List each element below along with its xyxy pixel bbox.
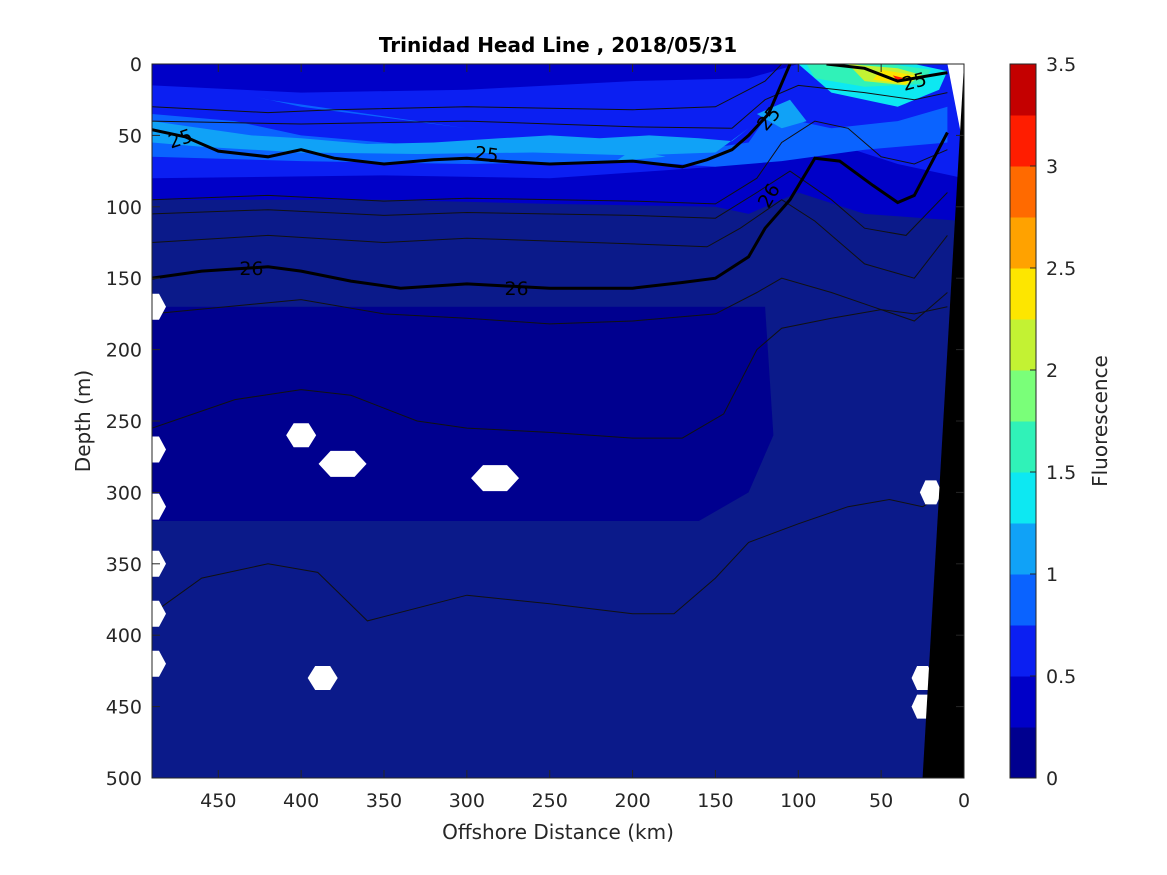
colorbar-swatch bbox=[1010, 574, 1036, 626]
colorbar-swatch bbox=[1010, 166, 1036, 218]
missing-patch-edge bbox=[152, 293, 166, 320]
isopycnal-thin-7 bbox=[152, 491, 948, 622]
coastal-void bbox=[947, 64, 964, 150]
y-tick-label: 500 bbox=[106, 768, 142, 790]
x-tick-label: 300 bbox=[449, 790, 485, 812]
missing-patch bbox=[307, 666, 338, 691]
isopycnal-25-0 bbox=[152, 64, 792, 169]
colorbar-swatch bbox=[1010, 268, 1036, 320]
x-tick-label: 200 bbox=[614, 790, 650, 812]
x-tick-label: 150 bbox=[697, 790, 733, 812]
x-axis: 450 400 350 300 250 200 150 100 50 0 bbox=[200, 64, 970, 812]
colorbar-swatch bbox=[1010, 115, 1036, 167]
y-tick-label: 0 bbox=[130, 54, 142, 76]
missing-patch bbox=[286, 423, 317, 448]
missing-patch-edge bbox=[152, 600, 166, 627]
colorbar-label: Fluorescence bbox=[1088, 355, 1112, 487]
missing-patch-edge bbox=[152, 650, 166, 677]
missing-patch-edge bbox=[152, 436, 166, 463]
colorbar-tick-label: 2.5 bbox=[1046, 258, 1076, 280]
isopycnal-thin-2 bbox=[152, 120, 948, 205]
fluorescence-band-2 bbox=[152, 64, 799, 93]
x-tick-label: 350 bbox=[366, 790, 402, 812]
colorbar-swatch bbox=[1010, 625, 1036, 677]
missing-patch-edge bbox=[919, 480, 942, 505]
y-tick-label: 350 bbox=[106, 554, 142, 576]
contour-label-26: 26 bbox=[504, 278, 528, 300]
isopycnal-thin-5 bbox=[152, 277, 948, 325]
colorbar-swatch bbox=[1010, 727, 1036, 779]
x-tick-label: 450 bbox=[200, 790, 236, 812]
missing-patch bbox=[471, 465, 520, 492]
fluorescence-band-13 bbox=[152, 306, 774, 521]
contour-label-25: 25 bbox=[473, 142, 500, 167]
y-tick-label: 150 bbox=[106, 268, 142, 290]
colorbar-frame bbox=[1009, 63, 1037, 779]
colorbar: 0 0.5 1 1.5 2 2.5 3 3.5 bbox=[1009, 54, 1076, 790]
y-tick-label: 400 bbox=[106, 625, 142, 647]
missing-patch-edge bbox=[152, 493, 166, 520]
y-tick-label: 100 bbox=[106, 197, 142, 219]
bathymetry bbox=[922, 64, 964, 778]
y-axis-label: Depth (m) bbox=[71, 370, 95, 472]
x-tick-label: 0 bbox=[958, 790, 970, 812]
x-tick-label: 400 bbox=[283, 790, 319, 812]
colorbar-swatch bbox=[1010, 676, 1036, 728]
x-tick-label: 100 bbox=[780, 790, 816, 812]
y-axis: 0 50 100 150 200 250 300 350 400 450 500 bbox=[106, 54, 964, 790]
isopycnal-thin-3 bbox=[152, 170, 948, 236]
colorbar-swatch bbox=[1010, 217, 1036, 269]
isopycnal-26-2 bbox=[152, 131, 949, 290]
chart-title: Trinidad Head Line , 2018/05/31 bbox=[379, 33, 737, 57]
y-tick-label: 50 bbox=[118, 125, 142, 147]
colorbar-tick-label: 3 bbox=[1046, 156, 1058, 178]
y-tick-label: 300 bbox=[106, 482, 142, 504]
x-tick-label: 250 bbox=[532, 790, 568, 812]
isopycnal-thin-0 bbox=[152, 64, 783, 114]
colorbar-swatch bbox=[1010, 370, 1036, 422]
y-tick-label: 200 bbox=[106, 340, 142, 362]
colorbar-tick-label: 0.5 bbox=[1046, 666, 1076, 688]
colorbar-tick-label: 3.5 bbox=[1046, 54, 1076, 76]
colorbar-tick-label: 2 bbox=[1046, 360, 1058, 382]
colorbar-swatch bbox=[1010, 523, 1036, 575]
isopycnal-thin-6 bbox=[152, 306, 948, 439]
isopycnal-25-1 bbox=[826, 64, 948, 83]
y-tick-label: 250 bbox=[106, 411, 142, 433]
fluorescence-band-6 bbox=[756, 99, 807, 129]
colorbar-swatch bbox=[1010, 421, 1036, 473]
isopycnal-thin-4 bbox=[152, 199, 948, 279]
y-tick-label: 450 bbox=[106, 697, 142, 719]
fluorescence-band-10 bbox=[892, 75, 905, 82]
colorbar-swatch bbox=[1010, 64, 1036, 116]
fluorescence-band-11 bbox=[616, 149, 666, 162]
colorbar-swatch bbox=[1010, 472, 1036, 524]
contour-label-26: 26 bbox=[239, 258, 263, 280]
fluorescence-band-4 bbox=[152, 121, 749, 156]
x-tick-label: 50 bbox=[869, 790, 893, 812]
colorbar-tick-label: 0 bbox=[1046, 768, 1058, 790]
isopycnal-thin-1 bbox=[152, 84, 948, 129]
colorbar-swatch bbox=[1010, 319, 1036, 371]
missing-patch bbox=[318, 450, 367, 477]
plot-area bbox=[152, 64, 964, 778]
colorbar-tick-label: 1 bbox=[1046, 564, 1058, 586]
colorbar-tick-label: 1.5 bbox=[1046, 462, 1076, 484]
x-axis-label: Offshore Distance (km) bbox=[442, 820, 674, 844]
